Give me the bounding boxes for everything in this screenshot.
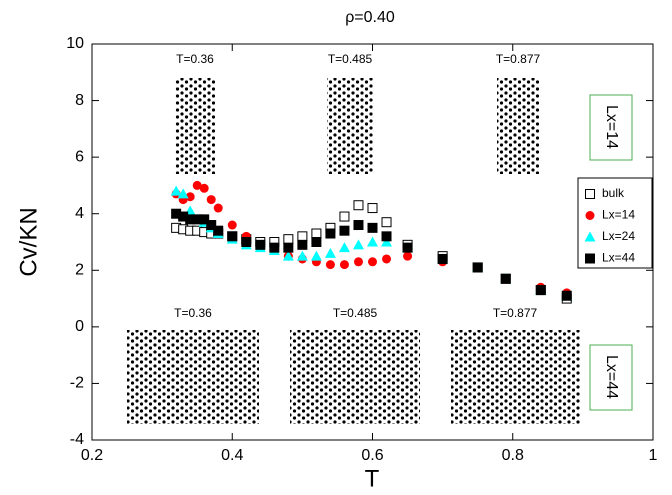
y-tick-label: 10 (66, 35, 84, 52)
snapshot (327, 78, 374, 174)
size-box (589, 344, 633, 411)
point (353, 257, 363, 267)
point (353, 220, 364, 231)
point (339, 260, 349, 270)
snapshot (497, 78, 539, 174)
size-label: Lx=14 (603, 105, 620, 149)
point (339, 211, 350, 222)
snapshot (290, 330, 420, 424)
point (213, 203, 223, 213)
point (403, 251, 413, 261)
legend-marker (585, 189, 595, 199)
legend-label: bulk (602, 186, 625, 200)
snapshot (127, 330, 259, 424)
point (177, 188, 189, 199)
legend-marker (584, 231, 596, 242)
point (353, 200, 364, 211)
legend-label: Lx=24 (602, 229, 635, 243)
point (311, 228, 322, 239)
point (381, 236, 393, 247)
point (213, 225, 224, 236)
point (381, 217, 392, 228)
point (367, 236, 378, 247)
point (311, 237, 322, 247)
y-tick-label: 4 (75, 205, 84, 222)
point (437, 253, 448, 264)
point (310, 250, 322, 261)
snapshot-label: T=0.36 (174, 306, 212, 320)
point (339, 225, 350, 236)
point (185, 192, 195, 202)
point (324, 247, 336, 258)
point (297, 231, 308, 242)
point (561, 290, 572, 301)
chart-title: ρ=0.40 (345, 9, 395, 26)
point (296, 250, 308, 261)
point (170, 185, 182, 196)
y-tick-label: -4 (70, 431, 84, 448)
snapshot-label: T=0.877 (496, 52, 541, 66)
snapshot-label: T=0.485 (328, 52, 373, 66)
x-tick-label: 1 (649, 447, 658, 464)
y-tick-label: -2 (70, 375, 84, 392)
point (325, 228, 336, 239)
point (472, 262, 483, 273)
point (227, 231, 238, 242)
y-tick-label: 2 (75, 262, 84, 279)
point (283, 242, 294, 253)
point (368, 257, 377, 267)
point (199, 183, 209, 193)
point (297, 239, 308, 250)
point (367, 222, 378, 233)
point (283, 234, 294, 245)
point (206, 220, 217, 231)
x-tick-label: 0.4 (221, 447, 243, 464)
x-axis-label: T (365, 465, 380, 492)
x-tick-label: 0.2 (81, 447, 103, 464)
point (199, 214, 210, 225)
y-tick-label: 8 (75, 92, 84, 109)
point (255, 239, 266, 250)
y-tick-label: 0 (75, 318, 84, 335)
snapshot (451, 330, 580, 424)
point (282, 250, 294, 261)
point (192, 180, 202, 190)
point (367, 203, 378, 214)
point (382, 254, 392, 264)
snapshot-label: T=0.877 (493, 306, 538, 320)
point (241, 237, 252, 247)
legend-marker (585, 253, 595, 264)
size-box (589, 94, 633, 161)
snapshot-label: T=0.485 (333, 306, 378, 320)
point (535, 285, 546, 296)
point (338, 242, 350, 253)
x-tick-label: 0.6 (361, 447, 383, 464)
y-axis-label: Cv/KN (15, 207, 42, 276)
legend-label: Lx=14 (602, 208, 635, 222)
point (352, 239, 364, 250)
snapshots (127, 78, 633, 424)
snapshot (175, 78, 215, 174)
point (402, 242, 413, 253)
point (227, 220, 237, 230)
point (269, 242, 280, 253)
legend-marker (585, 211, 595, 220)
size-label: Lx=44 (603, 355, 620, 399)
point (325, 260, 335, 270)
snapshot-label: T=0.36 (176, 52, 214, 66)
x-tick-label: 0.8 (502, 447, 524, 464)
point (500, 273, 511, 284)
point (206, 195, 216, 205)
point (381, 231, 392, 242)
legend-label: Lx=44 (602, 251, 635, 265)
y-tick-label: 6 (75, 148, 84, 165)
